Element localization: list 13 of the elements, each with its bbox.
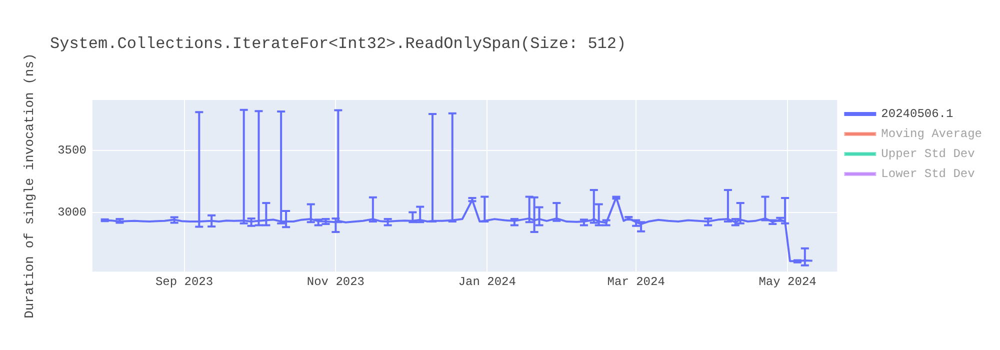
y-tick-label: 3500 <box>58 144 86 158</box>
legend-label: Upper Std Dev <box>881 147 975 162</box>
legend-label: 20240506.1 <box>881 107 954 122</box>
x-tick-label: Nov 2023 <box>306 274 365 289</box>
legend-label: Lower Std Dev <box>881 167 975 182</box>
legend-label: Moving Average <box>881 127 982 142</box>
y-axis-title: Duration of single invocation (ns) <box>22 53 38 318</box>
chart-title: System.Collections.IterateFor<Int32>.ReadOnlySpan(Size: 512) <box>50 35 626 53</box>
x-tick-label: Jan 2024 <box>458 274 516 289</box>
x-tick-label: May 2024 <box>758 274 816 289</box>
x-tick-label: Sep 2023 <box>155 274 214 289</box>
y-tick-label: 3000 <box>58 205 86 220</box>
x-tick-label: Mar 2024 <box>607 274 665 289</box>
